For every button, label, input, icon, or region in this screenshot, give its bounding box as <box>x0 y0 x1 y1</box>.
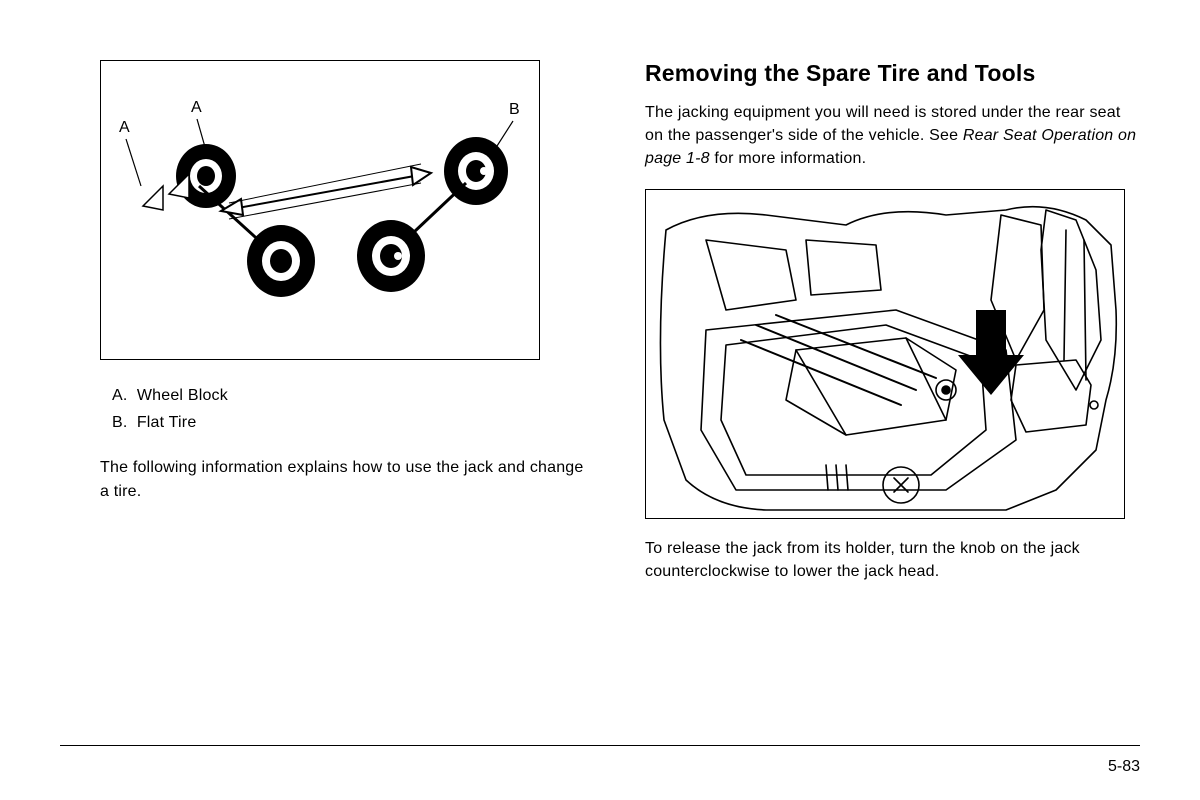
diagram-legend: A. Wheel Block B. Flat Tire <box>112 382 595 436</box>
diagram-label-a2: A <box>191 99 202 117</box>
footer-rule <box>60 745 1140 746</box>
legend-text: Wheel Block <box>137 387 228 404</box>
legend-key: A. <box>112 387 128 404</box>
legend-item-a: A. Wheel Block <box>112 382 595 409</box>
outro-paragraph: To release the jack from its holder, tur… <box>645 537 1140 583</box>
page-number: 5-83 <box>1108 758 1140 776</box>
wheel-block-svg <box>101 61 541 361</box>
intro-text-2: for more information. <box>710 150 866 167</box>
section-heading: Removing the Spare Tire and Tools <box>645 60 1140 87</box>
jack-storage-diagram <box>645 189 1125 519</box>
legend-key: B. <box>112 414 128 431</box>
wheel-block-diagram: A A B <box>100 60 540 360</box>
jack-storage-svg <box>646 190 1125 519</box>
left-paragraph: The following information explains how t… <box>100 456 595 502</box>
legend-item-b: B. Flat Tire <box>112 409 595 436</box>
legend-text: Flat Tire <box>137 414 197 431</box>
diagram-label-b: B <box>509 101 520 119</box>
intro-paragraph: The jacking equipment you will need is s… <box>645 101 1140 171</box>
diagram-label-a1: A <box>119 119 130 137</box>
